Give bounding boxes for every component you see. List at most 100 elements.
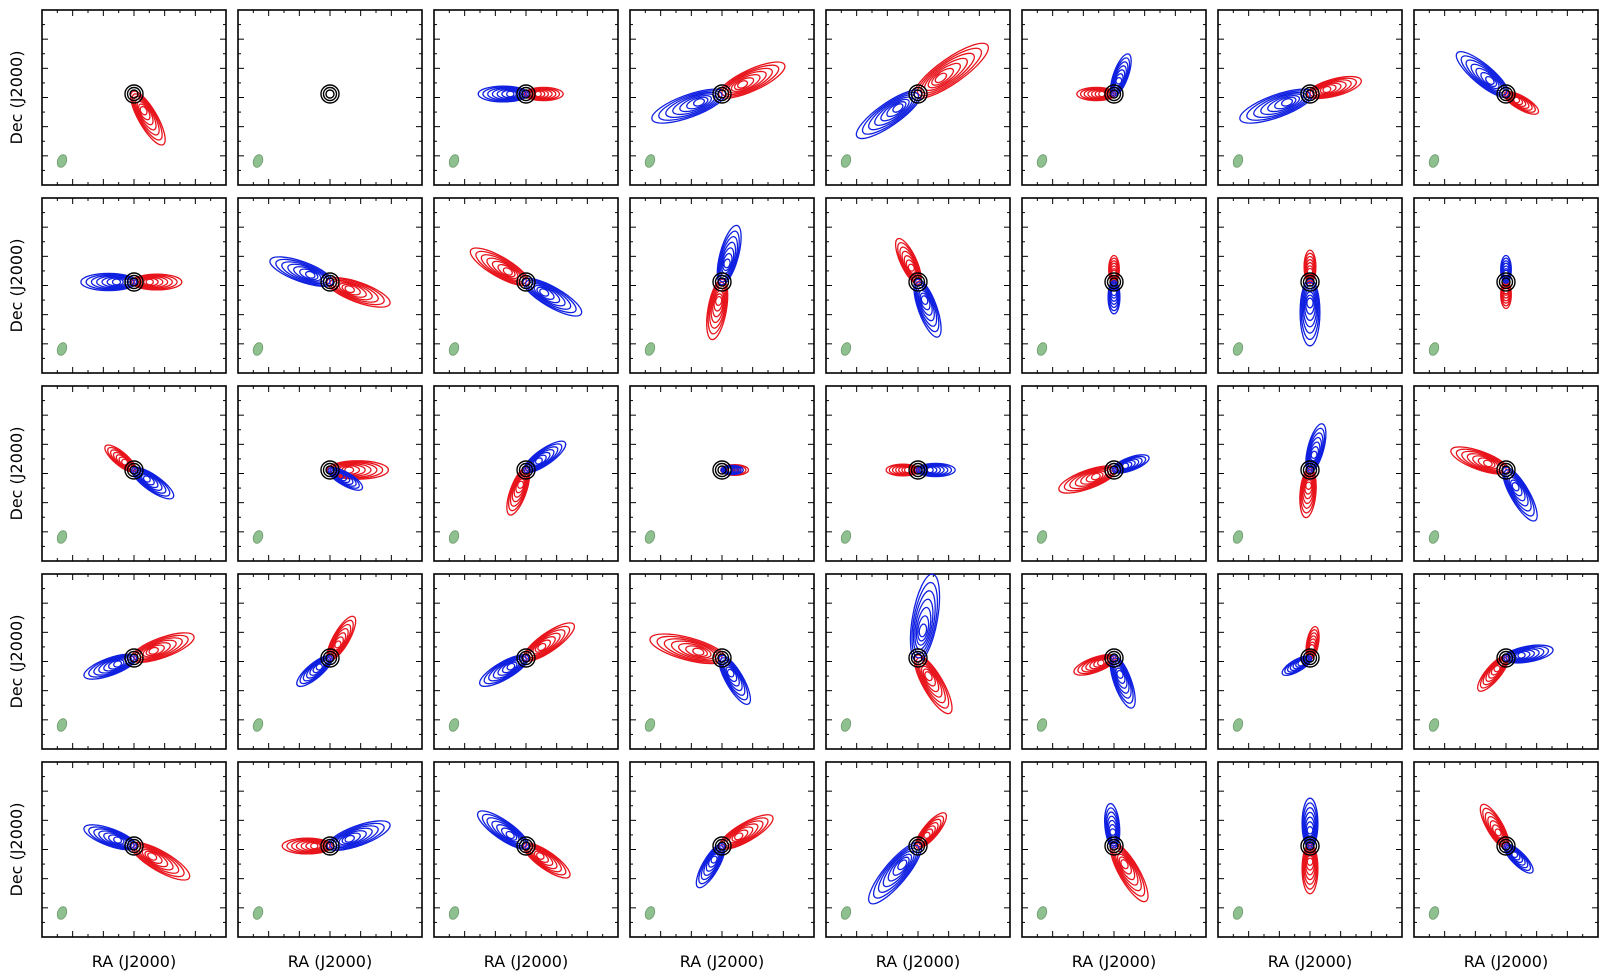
panel-ticks: [434, 10, 618, 185]
beam-ellipse: [448, 342, 460, 356]
blueshifted-contours: [1510, 850, 1521, 861]
continuum-contour: [717, 465, 727, 475]
redshifted-contours: [491, 260, 519, 280]
redshifted-contours: [1317, 82, 1342, 96]
panel-ticks: [1022, 574, 1206, 749]
continuum-contour: [1106, 462, 1122, 478]
blueshifted-contours: [93, 655, 133, 676]
blueshifted-contours: [1118, 459, 1136, 471]
redshifted-contours: [1094, 90, 1108, 98]
blueshifted-contours: [327, 466, 364, 491]
blueshifted-contours: [476, 810, 530, 850]
blueshifted-contours: [137, 471, 163, 491]
redshifted-contours: [894, 237, 922, 285]
y-axis-label: Dec (J2000): [7, 239, 26, 333]
outflow-panel: [1413, 573, 1599, 750]
blueshifted-contours: [1310, 450, 1318, 460]
continuum-contour: [910, 650, 926, 666]
blueshifted-contours: [98, 656, 130, 674]
continuum-contour: [322, 462, 338, 478]
beam-ellipse: [840, 530, 852, 544]
redshifted-contours: [141, 848, 169, 868]
redshifted-contours: [1302, 474, 1315, 505]
redshifted-contours: [295, 839, 326, 853]
continuum-contour: [717, 841, 727, 851]
blueshifted-contours: [1503, 843, 1534, 874]
continuum-contour: [1109, 89, 1119, 99]
blueshifted-contours: [1507, 646, 1545, 663]
blueshifted-contours: [725, 666, 738, 683]
outflow-panel: [825, 761, 1011, 938]
continuum-contour: [908, 648, 928, 668]
blueshifted-contours: [1297, 659, 1305, 667]
panel-ticks: [630, 10, 814, 185]
continuum-contour: [129, 653, 139, 663]
outflow-panel: [237, 385, 423, 562]
beam-ellipse: [1232, 530, 1244, 544]
redshifted-contours: [535, 852, 545, 860]
redshifted-contours: [104, 444, 137, 473]
beam-ellipse: [1232, 154, 1244, 168]
panel-ticks: [1022, 386, 1206, 561]
continuum-contour: [712, 460, 732, 480]
redshifted-contours: [1319, 84, 1337, 95]
blueshifted-contours: [1517, 651, 1526, 659]
blueshifted-contours: [83, 824, 138, 851]
blueshifted-contours: [1514, 650, 1531, 660]
blueshifted-contours: [501, 661, 518, 674]
continuum-contour: [908, 836, 928, 856]
blueshifted-contours: [88, 826, 135, 850]
blueshifted-contours: [486, 817, 525, 847]
x-axis-label: RA (J2000): [1268, 952, 1352, 971]
redshifted-contours: [1489, 820, 1505, 841]
continuum-contour: [908, 460, 928, 480]
redshifted-contours: [927, 62, 962, 89]
panel-ticks: [42, 762, 226, 937]
blueshifted-contours: [1505, 471, 1532, 512]
redshifted-contours: [917, 659, 946, 704]
redshifted-contours: [737, 80, 749, 89]
blueshifted-contours: [80, 272, 138, 292]
panel-ticks: [1022, 10, 1206, 185]
blueshifted-contours: [478, 654, 530, 688]
outflow-panel: [1217, 761, 1403, 938]
outflow-panel: [1413, 761, 1599, 938]
beam-ellipse: [56, 154, 68, 168]
continuum-contour: [908, 272, 928, 292]
beam-ellipse: [448, 906, 460, 920]
blueshifted-contours: [302, 657, 330, 682]
continuum-contour: [1501, 277, 1511, 287]
continuum-contour: [325, 841, 335, 851]
beam-ellipse: [56, 342, 68, 356]
blueshifted-contours: [108, 834, 125, 845]
continuum-contour: [910, 838, 926, 854]
blueshifted-contours: [83, 653, 138, 680]
redshifted-contours: [142, 642, 171, 658]
continuum-contour: [910, 274, 926, 290]
continuum-contour: [322, 838, 338, 854]
redshifted-contours: [1303, 476, 1314, 500]
redshifted-contours: [115, 454, 131, 468]
continuum-contour: [910, 86, 926, 102]
blueshifted-contours: [1110, 288, 1118, 297]
blueshifted-contours: [679, 94, 713, 113]
blueshifted-contours: [1104, 807, 1120, 847]
blueshifted-contours: [529, 449, 555, 469]
redshifted-contours: [1304, 479, 1313, 495]
continuum-contour: [913, 465, 923, 475]
blueshifted-contours: [96, 275, 130, 289]
blueshifted-contours: [923, 465, 942, 475]
blueshifted-contours: [1505, 645, 1550, 663]
blueshifted-contours: [1274, 96, 1297, 110]
blueshifted-contours: [1511, 481, 1520, 492]
blueshifted-contours: [113, 660, 123, 668]
redshifted-contours: [135, 845, 180, 874]
panel-ticks: [630, 386, 814, 561]
outflow-panel: [1217, 197, 1403, 374]
blueshifted-contours: [341, 832, 361, 845]
continuum-contour: [1496, 460, 1516, 480]
beam-ellipse: [1428, 530, 1440, 544]
panel-ticks: [42, 198, 226, 373]
blueshifted-contours: [90, 274, 132, 290]
